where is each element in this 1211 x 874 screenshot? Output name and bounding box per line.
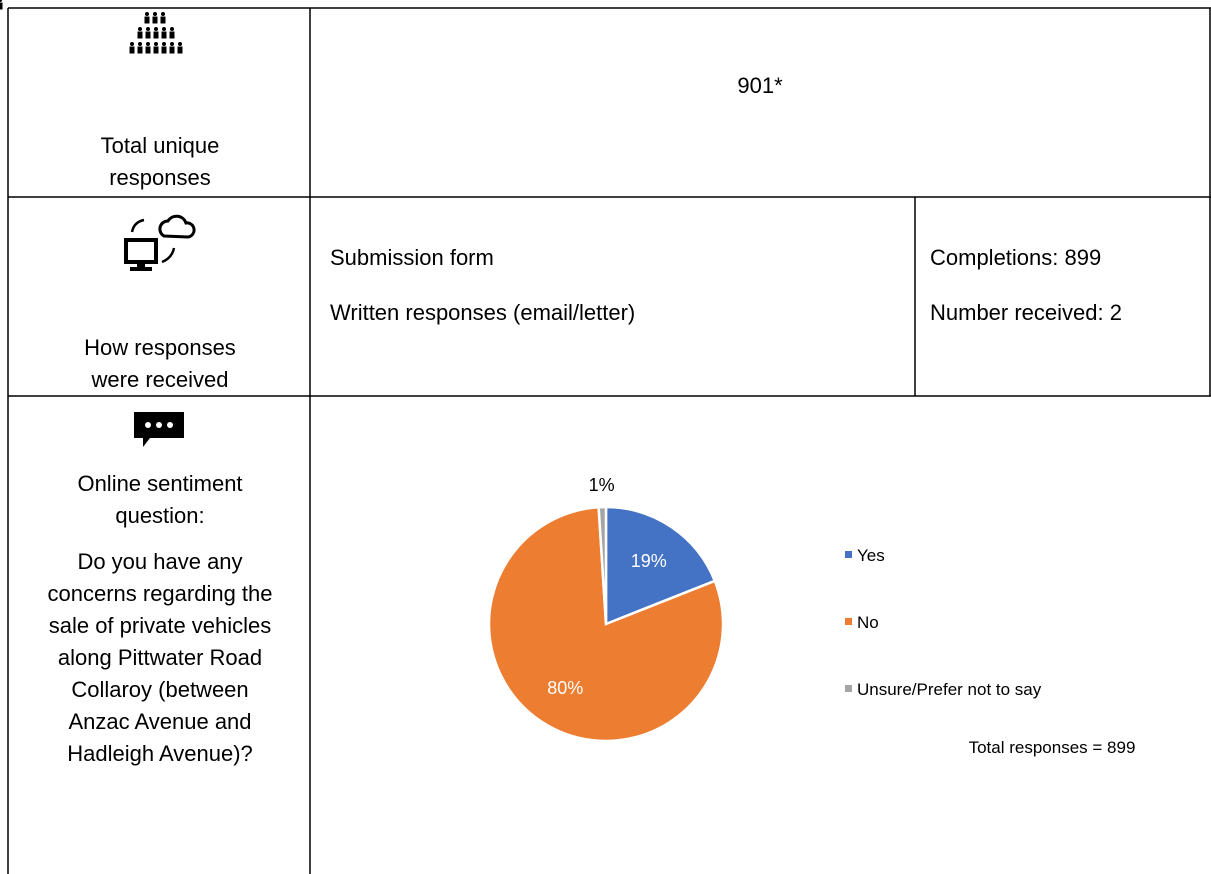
row-label: How responses were received xyxy=(84,335,236,392)
row-question: Do you have any concerns regarding the s… xyxy=(47,549,273,766)
legend-label: Yes xyxy=(857,546,885,565)
legend-label: Unsure/Prefer not to say xyxy=(857,680,1042,699)
data-label: 80% xyxy=(547,678,583,698)
legend-marker xyxy=(845,551,852,558)
pie-slice xyxy=(604,505,717,626)
speech-icon xyxy=(134,412,184,447)
people-icon xyxy=(0,0,183,54)
computer-cloud-icon xyxy=(124,214,196,271)
pie-slice xyxy=(597,505,608,625)
row-label: Online sentiment question: xyxy=(77,471,243,528)
legend-marker xyxy=(845,618,852,625)
row-value: 901* xyxy=(737,73,783,98)
legend-label: No xyxy=(857,613,879,632)
item-name: Submission form xyxy=(330,245,494,270)
pie-slice xyxy=(487,505,725,743)
legend-marker xyxy=(845,685,852,692)
pie-chart: 19% 80% 1% Yes No Unsure/Prefer not to say xyxy=(487,475,1042,743)
data-label: 19% xyxy=(631,551,667,571)
data-label: 1% xyxy=(589,475,615,495)
item-value: Number received: 2 xyxy=(930,300,1122,325)
item-name: Written responses (email/letter) xyxy=(330,300,636,325)
row-label: Total unique responses xyxy=(100,133,220,190)
item-value: Completions: 899 xyxy=(930,245,1102,270)
chart-note: Total responses = 899 xyxy=(969,738,1136,757)
